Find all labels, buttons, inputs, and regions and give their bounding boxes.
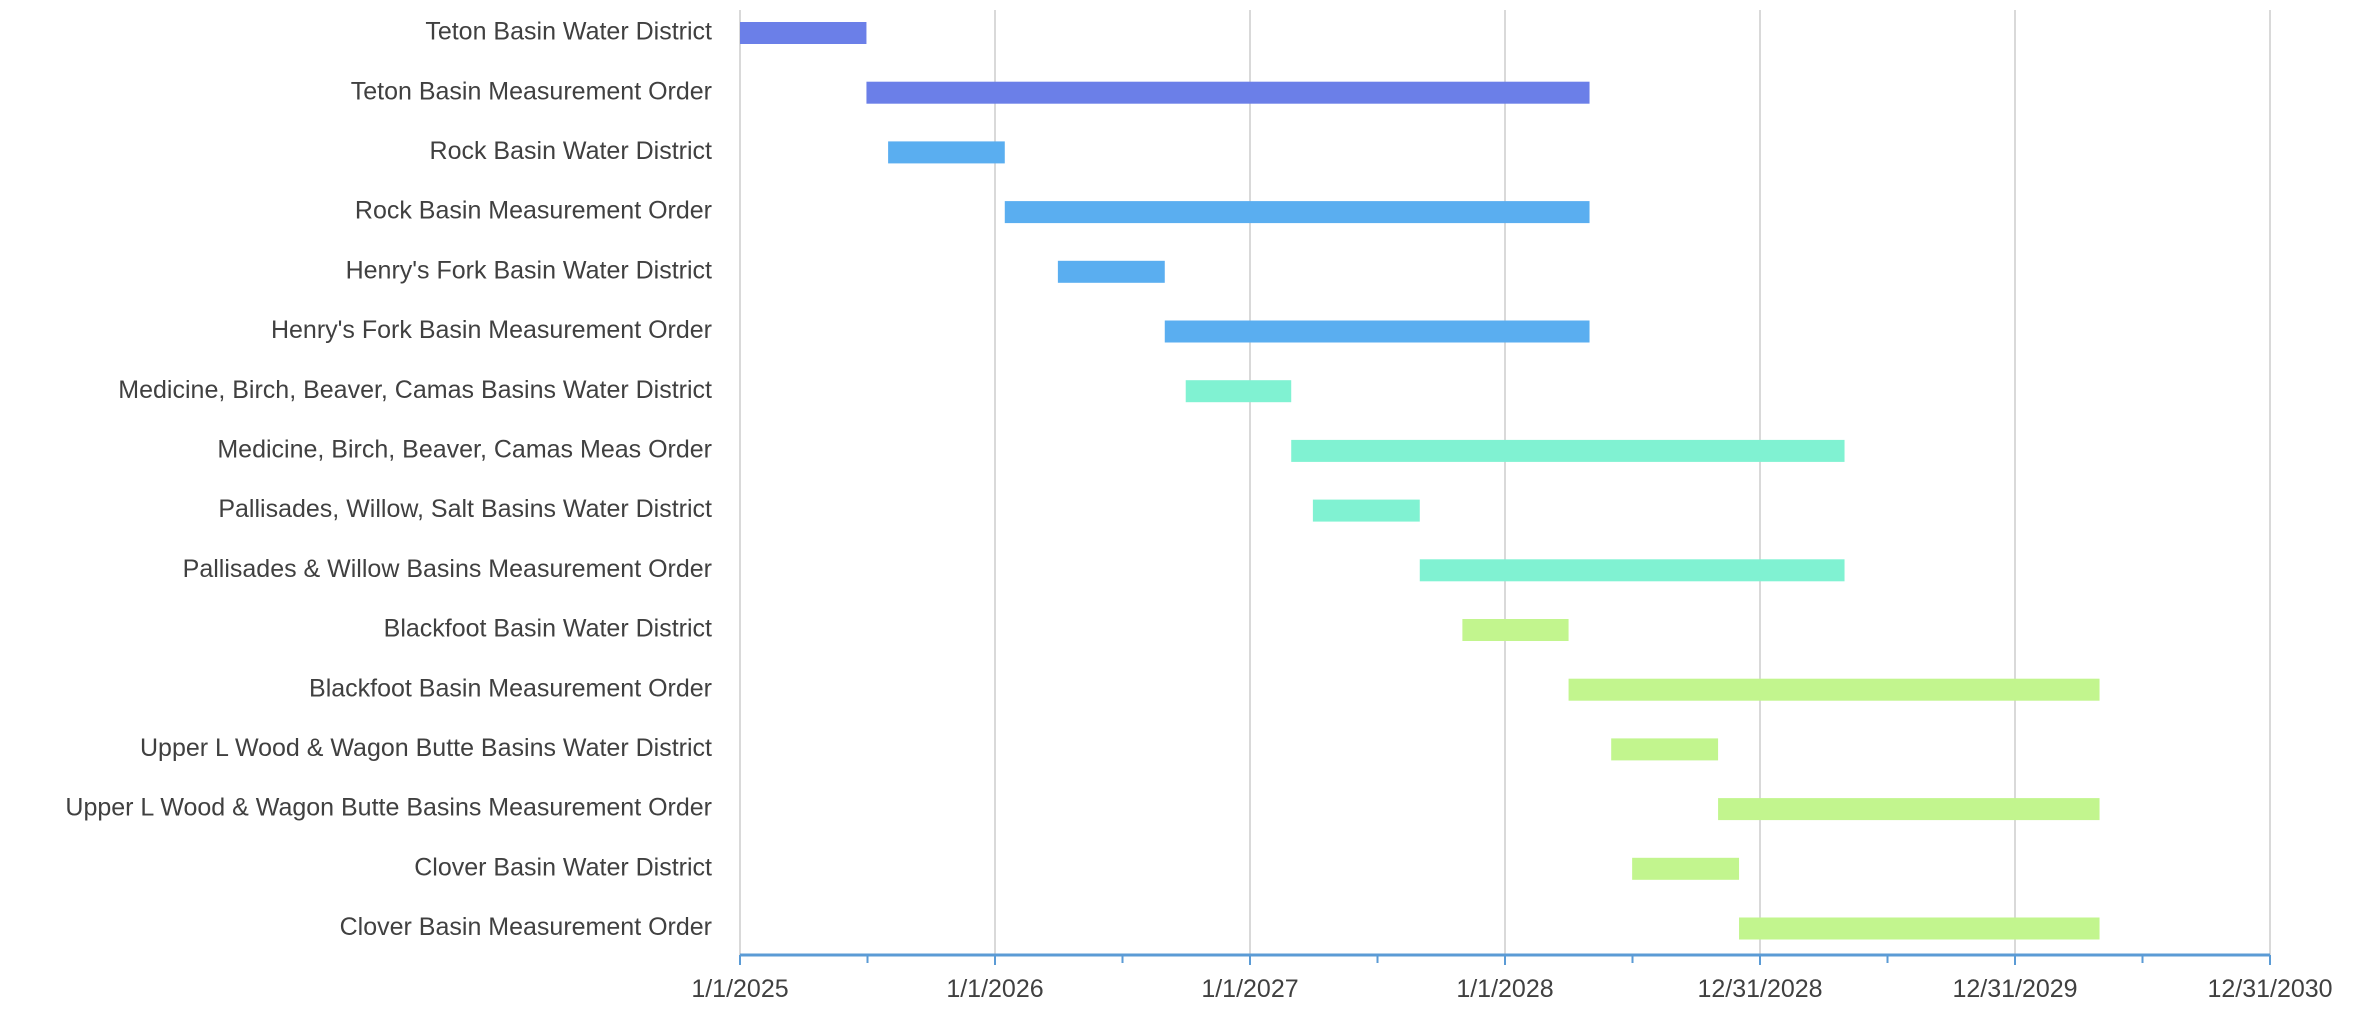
x-tick-label: 12/31/2030: [2207, 975, 2332, 1003]
task-bar: [1632, 857, 1740, 880]
task-bars: [740, 22, 2100, 940]
task-label: Upper L Wood & Wagon Butte Basins Water …: [140, 734, 712, 762]
task-bar: [1462, 619, 1569, 641]
task-label: Medicine, Birch, Beaver, Camas Basins Wa…: [118, 376, 712, 404]
task-label: Rock Basin Measurement Order: [355, 197, 712, 225]
task-bar: [1611, 738, 1719, 761]
task-bar: [888, 141, 1005, 164]
x-tick-label: 1/1/2028: [1456, 975, 1553, 1003]
task-bar: [1057, 260, 1165, 283]
task-label: Rock Basin Water District: [430, 137, 713, 165]
x-axis: 1/1/2025 1/1/2026 1/1/2027 1/1/2028 12/31/20…: [691, 953, 2333, 1003]
task-bar: [740, 22, 867, 44]
task-label: Clover Basin Water District: [414, 853, 712, 881]
task-bar: [866, 81, 1590, 104]
task-bar: [1164, 320, 1590, 343]
gridlines: [739, 10, 2271, 955]
task-label: Blackfoot Basin Water District: [384, 615, 712, 643]
task-label: Henry's Fork Basin Measurement Order: [271, 316, 712, 344]
task-labels: Teton Basin Water District Teton Basin Me…: [65, 18, 712, 942]
task-label: Henry's Fork Basin Water District: [346, 256, 712, 284]
task-label: Pallisades & Willow Basins Measurement O…: [183, 555, 712, 583]
x-tick-label: 1/1/2027: [1201, 975, 1298, 1003]
task-bar: [1568, 678, 2100, 701]
task-bar: [1004, 201, 1590, 224]
task-label: Pallisades, Willow, Salt Basins Water Di…: [218, 495, 712, 523]
task-bar: [1291, 439, 1845, 462]
x-tick-label: 1/1/2026: [946, 975, 1043, 1003]
task-label: Clover Basin Measurement Order: [340, 913, 712, 941]
task-bar: [1312, 499, 1420, 522]
x-tick-label: 12/31/2029: [1952, 975, 2077, 1003]
task-label: Teton Basin Water District: [425, 18, 712, 46]
task-bar: [1419, 559, 1845, 582]
task-label: Medicine, Birch, Beaver, Camas Meas Orde…: [217, 436, 712, 464]
task-bar: [1718, 798, 2100, 821]
x-tick-label: 12/31/2028: [1697, 975, 1822, 1003]
task-label: Teton Basin Measurement Order: [351, 77, 712, 105]
task-label: Upper L Wood & Wagon Butte Basins Measur…: [65, 794, 712, 822]
x-tick-label: 1/1/2025: [691, 975, 788, 1003]
task-label: Blackfoot Basin Measurement Order: [309, 674, 712, 702]
task-bar: [1185, 380, 1292, 403]
task-bar: [1739, 917, 2100, 940]
